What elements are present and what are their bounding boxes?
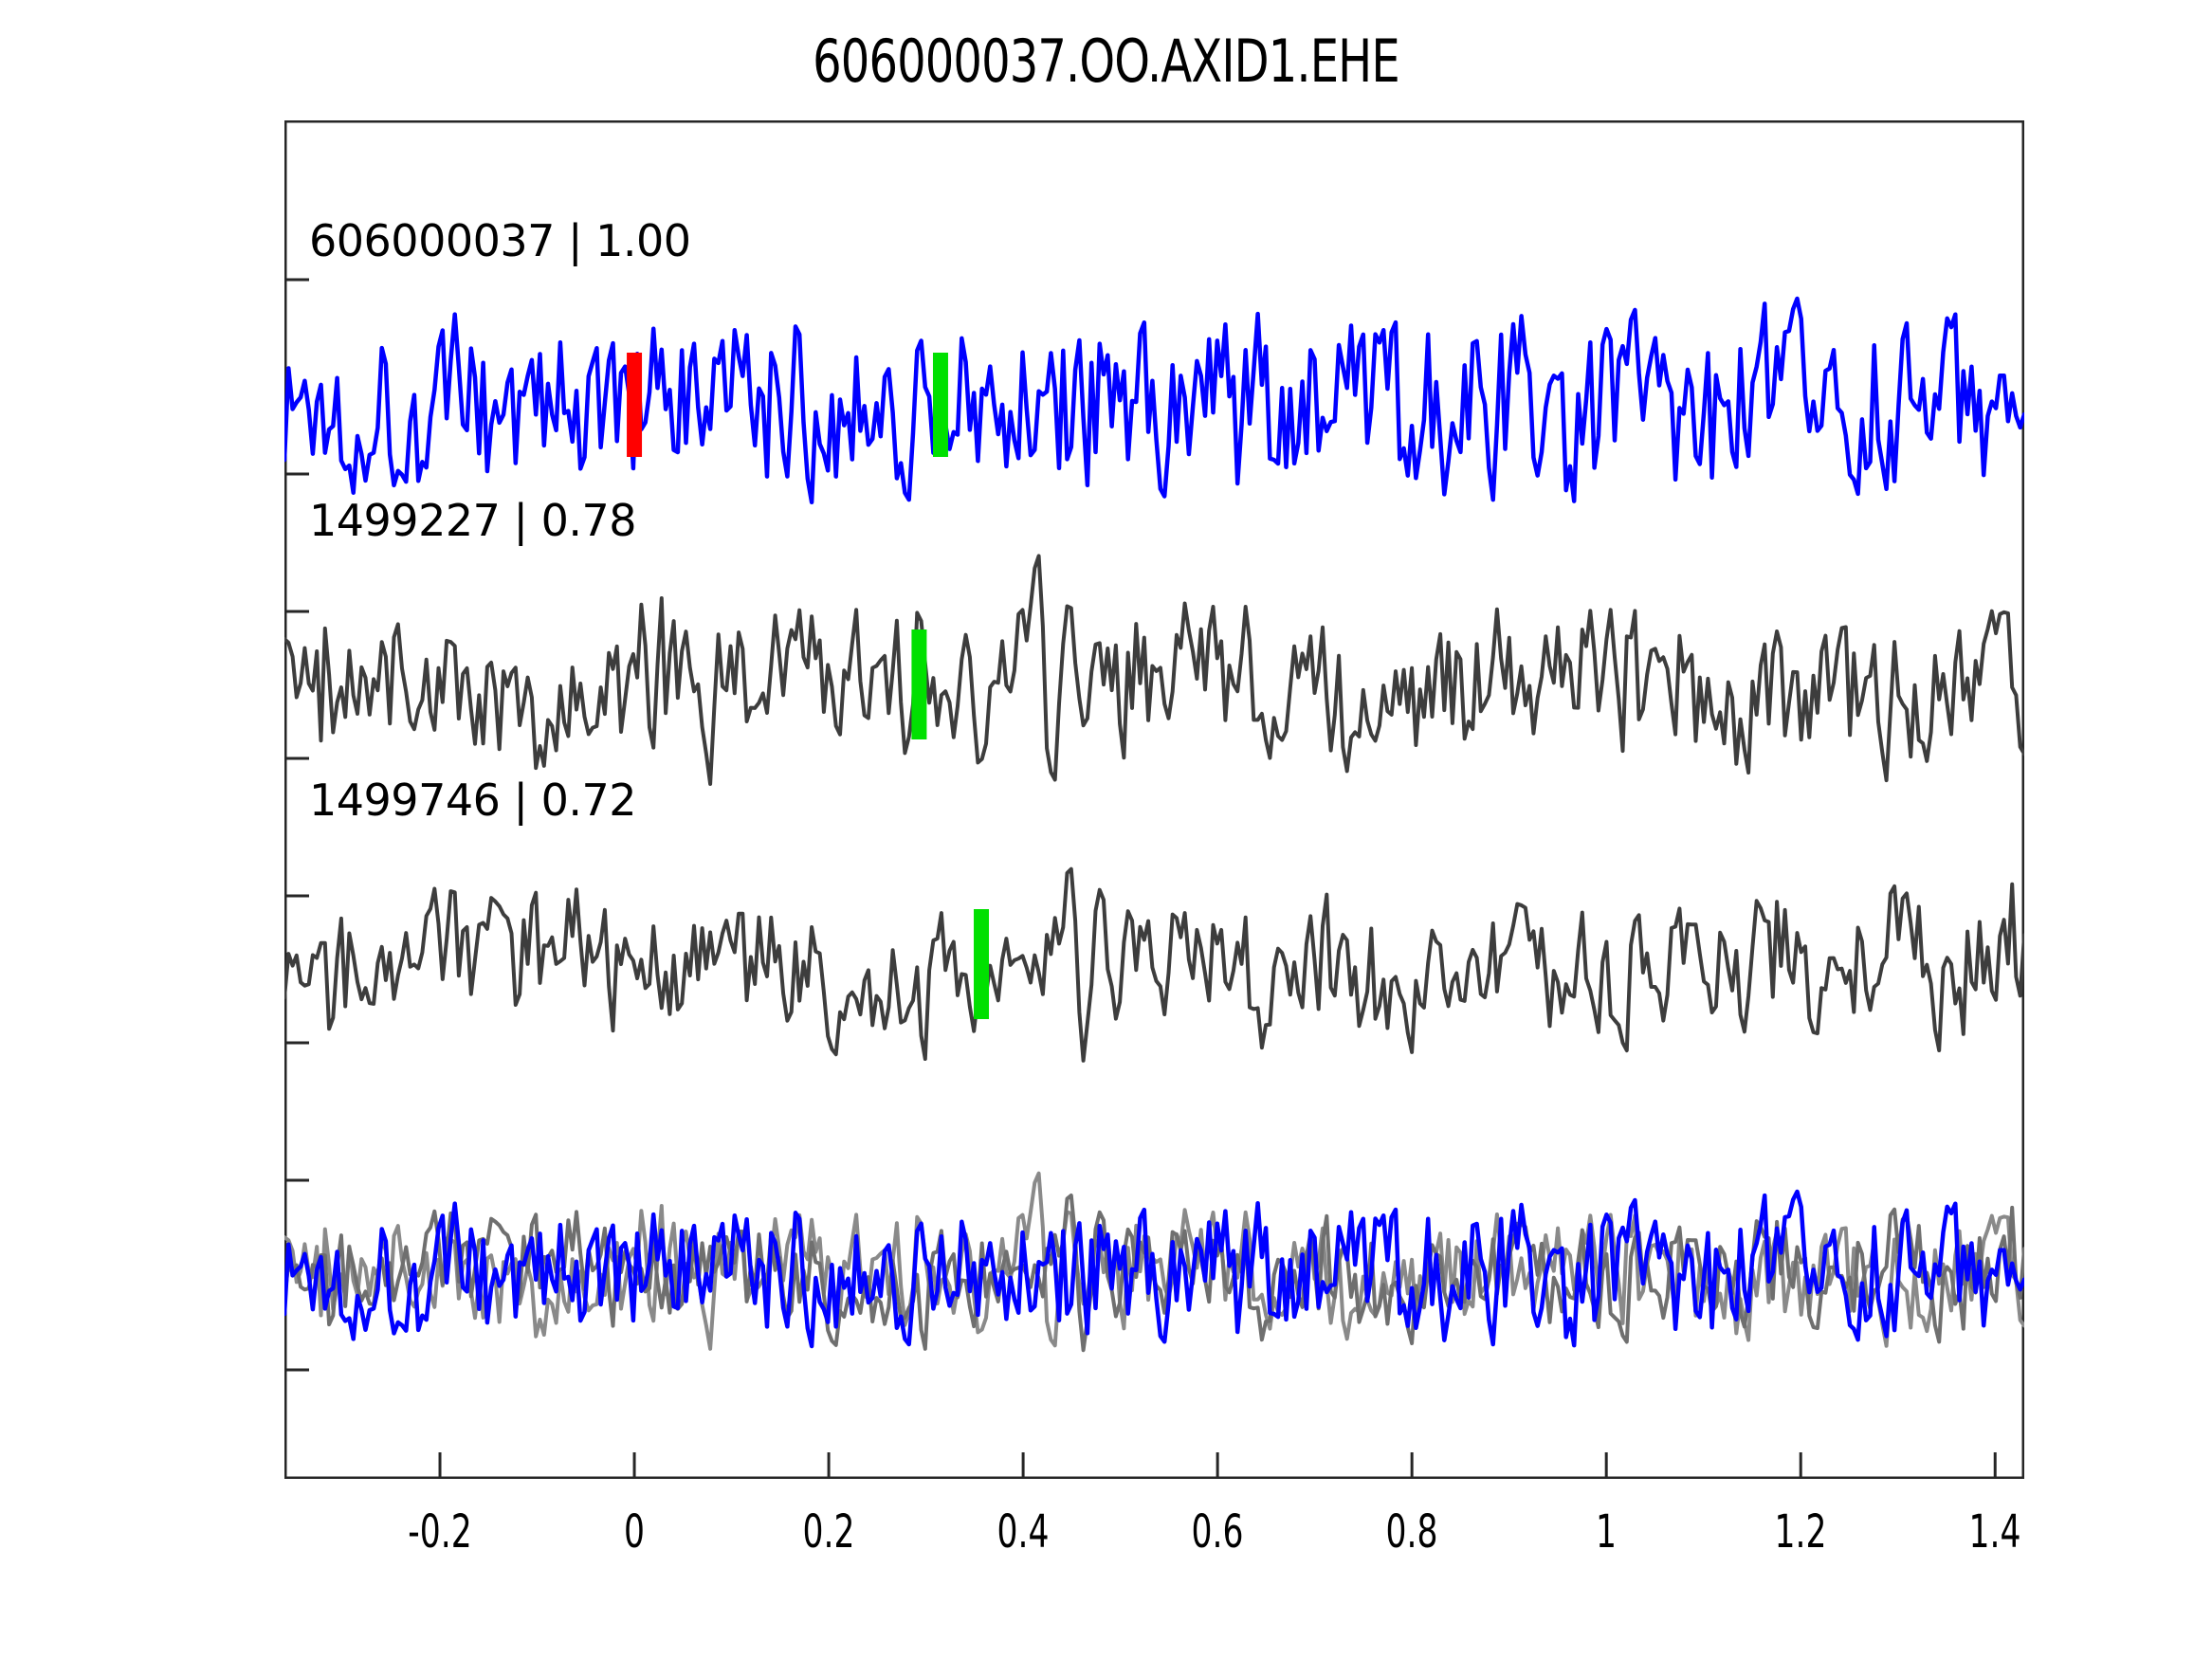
x-tick-label: 1.4 (1968, 1505, 2021, 1559)
trace-line-match-1 (284, 554, 2024, 786)
pick-markers (627, 353, 990, 1019)
detection-marker (974, 909, 990, 1019)
page-title: 606000037.OO.AXID1.EHE (813, 27, 1400, 96)
trace-1499227 (284, 554, 2024, 786)
trace-label-606000037: 606000037 | 1.00 (309, 215, 691, 266)
trace-overlay-stack (284, 1171, 2024, 1353)
origin-marker (627, 353, 643, 457)
trace-line-template (284, 296, 2024, 505)
trace-line-match-2 (284, 866, 2024, 1063)
x-tick-label: 0.6 (1191, 1505, 1244, 1559)
x-tick-label: 0.2 (802, 1505, 855, 1559)
x-tick-label: -0.2 (408, 1505, 472, 1559)
trace-label-1499227: 1499227 | 0.78 (309, 495, 637, 546)
detection-marker (932, 353, 948, 457)
detection-marker (911, 629, 927, 739)
x-tick-label: 1 (1596, 1505, 1618, 1559)
plot-frame (284, 120, 2024, 1479)
x-tick-label: 0.8 (1385, 1505, 1438, 1559)
overlay-line-blue (284, 1189, 2024, 1349)
x-axis-ticks (438, 1452, 1997, 1478)
x-tick-label: 0 (624, 1505, 646, 1559)
trace-1499746 (284, 866, 2024, 1063)
trace-label-1499746: 1499746 | 0.72 (309, 775, 637, 826)
x-tick-label: 1.2 (1774, 1505, 1827, 1559)
y-axis-ticks (285, 278, 309, 1372)
waveform-plot-svg (284, 120, 2024, 1479)
trace-606000037 (284, 296, 2024, 505)
plot-area: 606000037 | 1.00 1499227 | 0.78 1499746 … (284, 120, 2024, 1479)
x-tick-label: 0.4 (996, 1505, 1050, 1559)
